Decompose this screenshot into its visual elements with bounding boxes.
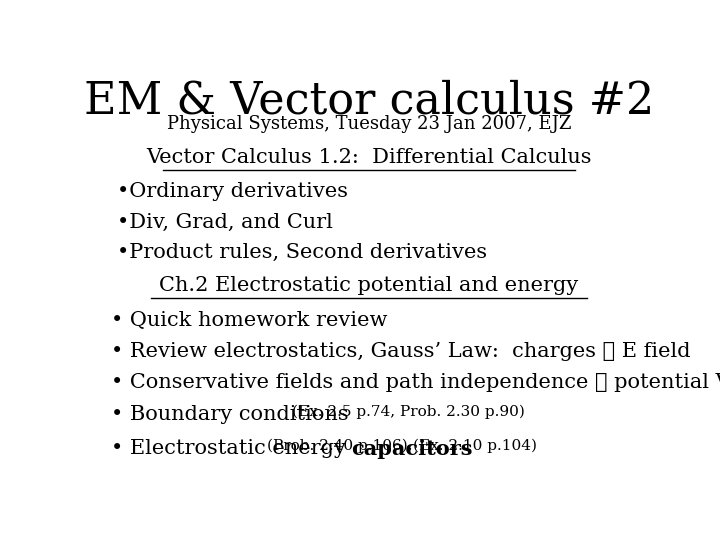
Text: capacitors: capacitors: [351, 439, 472, 459]
Text: • Conservative fields and path independence ✱ potential V: • Conservative fields and path independe…: [111, 373, 720, 393]
Text: • Electrostatic energy: • Electrostatic energy: [111, 439, 346, 458]
Text: Ch.2 Electrostatic potential and energy: Ch.2 Electrostatic potential and energy: [159, 276, 579, 295]
Text: (Ex. 2.5 p.74, Prob. 2.30 p.90): (Ex. 2.5 p.74, Prob. 2.30 p.90): [292, 404, 525, 419]
Text: •Ordinary derivatives: •Ordinary derivatives: [117, 182, 348, 201]
Text: • Review electrostatics, Gauss’ Law:  charges ✱ E field: • Review electrostatics, Gauss’ Law: cha…: [111, 342, 690, 361]
Text: Vector Calculus 1.2:  Differential Calculus: Vector Calculus 1.2: Differential Calcul…: [146, 148, 592, 167]
Text: •Product rules, Second derivatives: •Product rules, Second derivatives: [117, 243, 487, 262]
Text: Physical Systems, Tuesday 23 Jan 2007, EJZ: Physical Systems, Tuesday 23 Jan 2007, E…: [167, 114, 571, 133]
Text: • Boundary conditions: • Boundary conditions: [111, 404, 348, 423]
Text: (Prob. 2.40 p.106),: (Prob. 2.40 p.106),: [267, 439, 413, 454]
Text: (Ex. 2.10 p.104): (Ex. 2.10 p.104): [413, 439, 536, 454]
Text: • Quick homework review: • Quick homework review: [111, 311, 387, 330]
Text: •Div, Grad, and Curl: •Div, Grad, and Curl: [117, 212, 333, 232]
Text: EM & Vector calculus #2: EM & Vector calculus #2: [84, 79, 654, 123]
